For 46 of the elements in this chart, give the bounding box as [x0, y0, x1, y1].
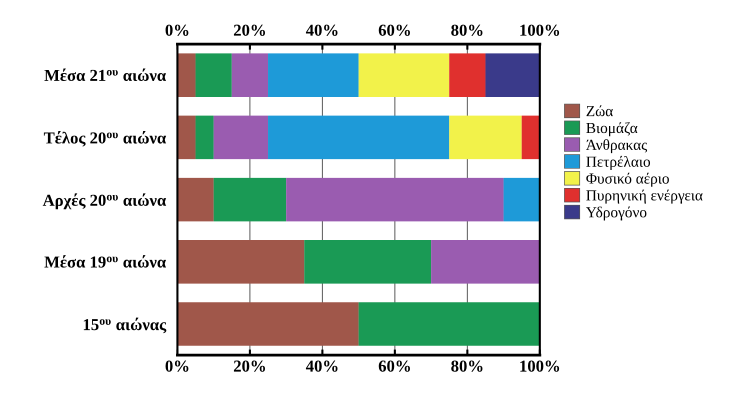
legend-label: Φυσικό αέριο	[586, 172, 669, 187]
bar	[304, 240, 432, 284]
y-tick-label: Αρχές 20$^{ου}$ αιώνα	[42, 193, 166, 210]
x2-tick-label: 0%	[166, 24, 188, 36]
bar	[177, 240, 304, 284]
bar	[485, 53, 540, 97]
bar	[214, 178, 286, 222]
bar	[522, 116, 540, 160]
bar	[358, 302, 540, 346]
bar	[286, 178, 504, 222]
x-tick-label: 60%	[378, 360, 410, 372]
bar	[431, 240, 540, 284]
y-tick-label: 15$^{ου}$ αιώνας	[84, 318, 166, 334]
x2-tick-label: 20%	[234, 24, 266, 36]
legend-label: Υδρογόνο	[586, 206, 646, 221]
bar	[268, 116, 450, 160]
x2-tick-label: 40%	[306, 24, 338, 36]
legend-label: Πυρηνική ενέργεια	[586, 190, 703, 204]
x-tick-label: 20%	[234, 360, 266, 372]
bar	[358, 53, 450, 97]
bar	[449, 116, 522, 160]
bar	[196, 116, 214, 160]
legend-label: Πετρέλαιο	[586, 156, 650, 170]
bar	[504, 178, 540, 222]
bar	[214, 116, 268, 160]
bar	[177, 116, 196, 160]
x-tick-label: 40%	[306, 360, 338, 372]
bar	[268, 53, 359, 97]
y-tick-label: Μέσα 21$^{ου}$ αιώνα	[44, 68, 166, 82]
legend-label: Βιομάζα	[586, 122, 638, 136]
y-tick-label: Τέλος 20$^{ου}$ αιώνα	[44, 131, 166, 147]
x-tick-label: 0%	[166, 360, 188, 372]
x2-tick-label: 60%	[378, 24, 410, 36]
bar	[449, 53, 486, 97]
legend-label: Άνθρακας	[586, 139, 648, 154]
y-tick-label: Μέσα 19$^{ου}$ αιώνα	[44, 255, 166, 268]
x2-tick-label: 100%	[520, 24, 560, 36]
x2-tick-label: 80%	[451, 24, 482, 36]
bar	[177, 302, 359, 346]
x-tick-label: 100%	[520, 360, 560, 372]
bar	[232, 53, 268, 97]
bar	[177, 178, 214, 222]
legend-label: Ζώα	[586, 105, 613, 116]
bar	[177, 53, 196, 97]
x-tick-label: 80%	[451, 360, 482, 372]
bar	[196, 53, 232, 97]
